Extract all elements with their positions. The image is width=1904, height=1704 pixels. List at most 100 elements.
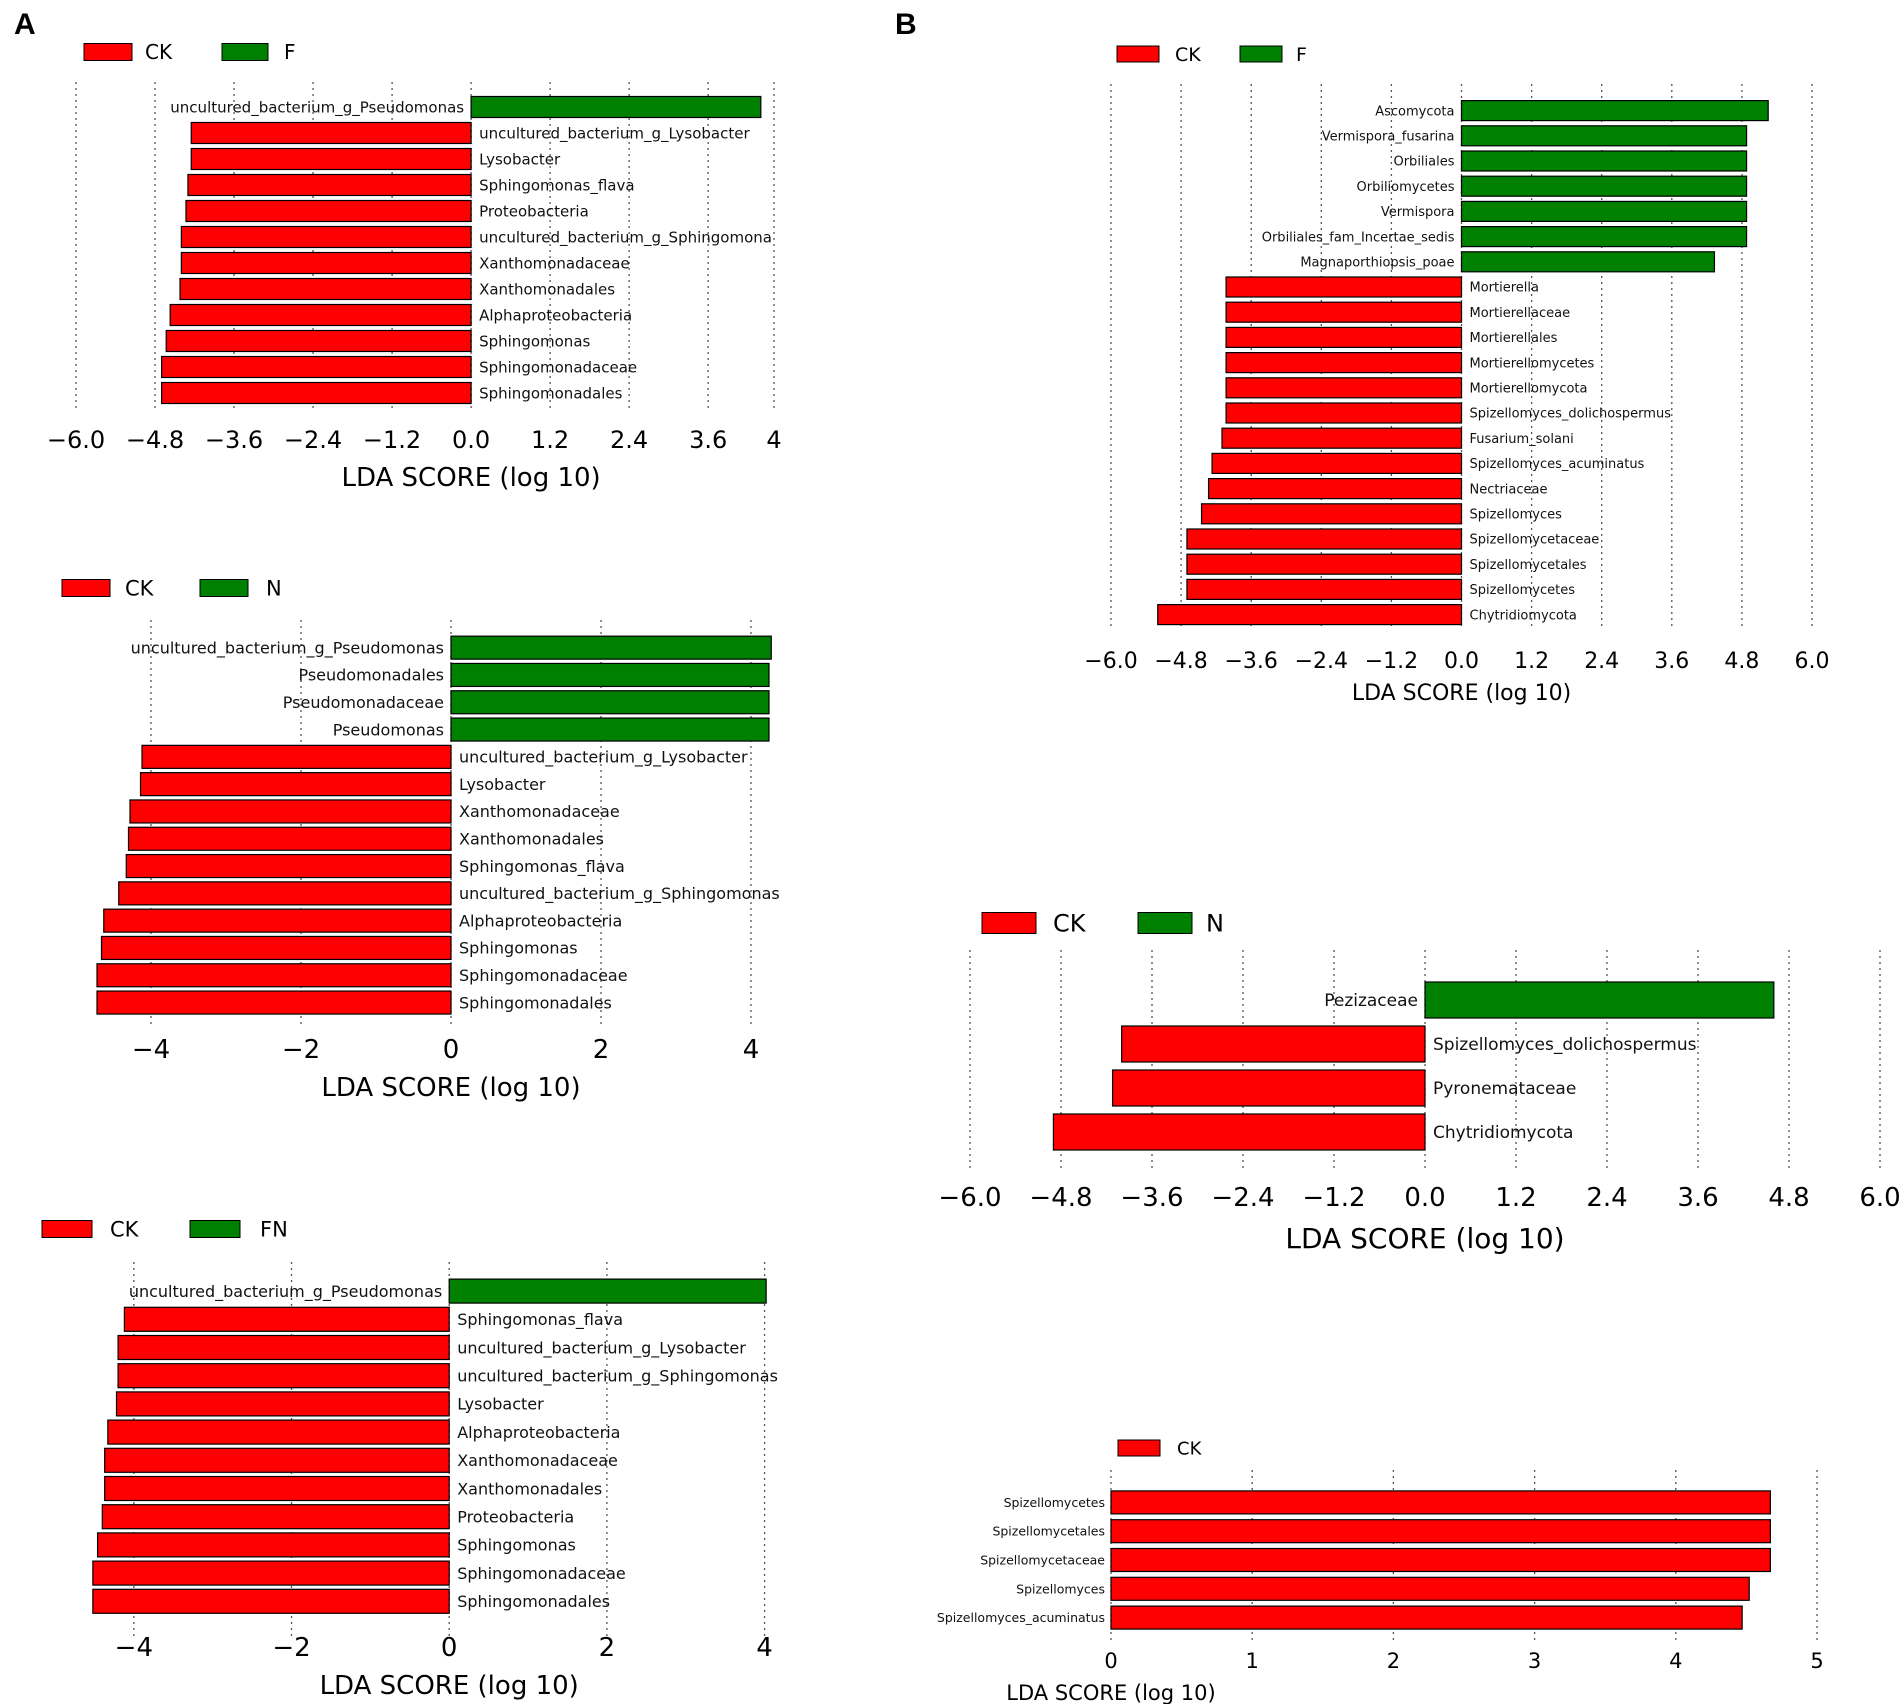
a2-bar-7 (127, 826, 452, 851)
b1-bar-label-8: Mortierellaceae (1470, 306, 1571, 321)
a2-bar-label-6: Xanthomonadaceae (459, 802, 620, 821)
b2-tick-label-7: 2.4 (1586, 1183, 1627, 1213)
a3-bar-9 (96, 1532, 450, 1558)
b3-bar-label-2: Spizellomycetaceae (980, 1553, 1105, 1568)
b3-bar-label-1: Spizellomycetales (992, 1524, 1105, 1539)
b2-legend-label-n: N (1206, 910, 1224, 938)
b2-bar-label-1: Spizellomyces_dolichospermus (1433, 1035, 1697, 1055)
b1-bar-18 (1186, 553, 1463, 575)
a2-bar-label-1: Pseudomonadales (298, 666, 444, 685)
b2-bar-label-2: Pyronemataceae (1433, 1079, 1576, 1099)
b3-tick-label-4: 4 (1669, 1649, 1682, 1673)
b3-tick-label-0: 0 (1104, 1649, 1117, 1673)
a3-tick-label-0: −4 (115, 1633, 153, 1663)
b1-bar-19 (1186, 578, 1463, 601)
b3-bar-2 (1110, 1547, 1772, 1573)
b1-bar-20 (1157, 603, 1463, 626)
a2-bar-5 (139, 772, 452, 797)
b2-tick-label-2: −3.6 (1120, 1183, 1183, 1213)
b1-tick-label-5: 0.0 (1444, 649, 1479, 674)
b3-bar-label-3: Spizellomyces (1016, 1581, 1105, 1596)
b1-bar-17 (1186, 528, 1463, 550)
a1-bar-label-6: Xanthomonadaceae (479, 254, 630, 272)
a1-tick-label-7: 2.4 (610, 426, 648, 454)
b1-bar-label-11: Mortierellomycota (1470, 381, 1588, 396)
a3-bar-7 (104, 1475, 450, 1502)
a1-legend-swatch-ck (83, 43, 133, 61)
b1-bar-label-3: Orbiliomycetes (1357, 180, 1455, 195)
a1-bar-label-10: Sphingomonadaceae (479, 358, 637, 376)
a2-tick-label-0: −4 (132, 1035, 170, 1065)
a3-bar-label-2: uncultured_bacterium_g_Lysobacter (457, 1338, 746, 1358)
a3-bar-label-7: Xanthomonadales (457, 1479, 602, 1498)
a1-bar-10 (161, 355, 472, 379)
b2-bar-0 (1424, 981, 1775, 1019)
a3-tick-label-1: −2 (272, 1633, 310, 1663)
b2-tick-label-4: −1.2 (1302, 1183, 1365, 1213)
b1-tick-label-9: 4.8 (1724, 649, 1759, 674)
a1-legend-label-ck: CK (145, 40, 173, 64)
b3-legend-label-ck: CK (1177, 1438, 1203, 1459)
a3-bar-label-1: Sphingomonas_flava (457, 1310, 623, 1330)
b2-bar-1 (1121, 1025, 1426, 1063)
a2-tick-label-1: −2 (282, 1035, 320, 1065)
a1-bar-6 (180, 251, 472, 275)
a3-bar-label-10: Sphingomonadaceae (457, 1564, 626, 1583)
b1-tick-label-0: −6.0 (1084, 649, 1137, 674)
b3-bar-1 (1110, 1519, 1772, 1544)
a1-tick-label-4: −1.2 (363, 426, 421, 454)
a1-bar-1 (190, 121, 472, 145)
a2-bar-8 (125, 853, 452, 879)
a1-tick-label-2: −3.6 (205, 426, 263, 454)
b3-legend-swatch-ck (1117, 1439, 1161, 1457)
a3-bar-5 (107, 1419, 450, 1445)
a3-bar-3 (117, 1363, 450, 1389)
a1-tick-label-8: 3.6 (689, 426, 727, 454)
b2-bar-label-0: Pezizaceae (1324, 991, 1418, 1011)
a1-bar-4 (185, 199, 472, 223)
a3-bar-label-5: Alphaproteobacteria (457, 1423, 620, 1442)
b1-bar-5 (1460, 226, 1748, 248)
b1-bar-label-9: Mortierellales (1470, 331, 1558, 346)
b1-bar-10 (1225, 352, 1463, 374)
b1-legend-label-f: F (1296, 44, 1307, 66)
a2-bar-11 (100, 935, 452, 961)
a3-legend-swatch-ck (41, 1220, 93, 1238)
a1-bar-label-11: Sphingomonadales (479, 384, 623, 402)
b1-bar-12 (1225, 402, 1463, 424)
a2-bar-label-5: Lysobacter (459, 775, 546, 794)
a1-bar-9 (165, 329, 472, 353)
b1-x-axis-title: LDA SCORE (log 10) (1352, 681, 1571, 706)
a1-x-axis-title: LDA SCORE (log 10) (341, 463, 600, 493)
a2-bar-1 (450, 662, 770, 688)
b1-bar-label-2: Orbiliales (1393, 155, 1454, 170)
a2-tick-label-3: 2 (593, 1035, 610, 1065)
a3-tick-label-4: 4 (756, 1633, 773, 1663)
a2-bar-label-0: uncultured_bacterium_g_Pseudomonas (131, 638, 444, 658)
b1-bar-11 (1225, 377, 1463, 399)
a3-bar-label-8: Proteobacteria (457, 1507, 574, 1526)
a1-bar-2 (190, 147, 472, 171)
a2-bar-label-2: Pseudomonadaceae (283, 693, 444, 712)
b2-tick-label-1: −4.8 (1029, 1183, 1092, 1213)
b1-bar-label-10: Mortierellomycetes (1470, 356, 1595, 371)
a1-bar-5 (180, 225, 472, 249)
b1-bar-label-0: Ascomycota (1375, 104, 1454, 119)
a1-bar-11 (161, 381, 472, 405)
b1-bar-label-16: Spizellomyces (1470, 507, 1563, 522)
a2-legend-label-n: N (266, 577, 282, 601)
a2-bar-6 (129, 799, 452, 824)
b1-bar-label-14: Spizellomyces_acuminatus (1470, 457, 1645, 472)
a1-bar-3 (187, 173, 472, 197)
a3-bar-11 (92, 1588, 450, 1614)
a1-bar-label-2: Lysobacter (479, 150, 561, 168)
b3-tick-label-2: 2 (1387, 1649, 1400, 1673)
b2-tick-label-9: 4.8 (1768, 1183, 1809, 1213)
b1-bar-label-13: Fusarium_solani (1470, 432, 1574, 447)
a1-bar-8 (169, 303, 472, 327)
a2-bar-9 (118, 881, 452, 906)
a2-bar-label-12: Sphingomonadaceae (459, 966, 628, 985)
a1-legend-label-f: F (284, 40, 296, 64)
b1-bar-label-5: Orbiliales_fam_Incertae_sedis (1262, 230, 1455, 245)
b2-bar-3 (1052, 1113, 1426, 1151)
